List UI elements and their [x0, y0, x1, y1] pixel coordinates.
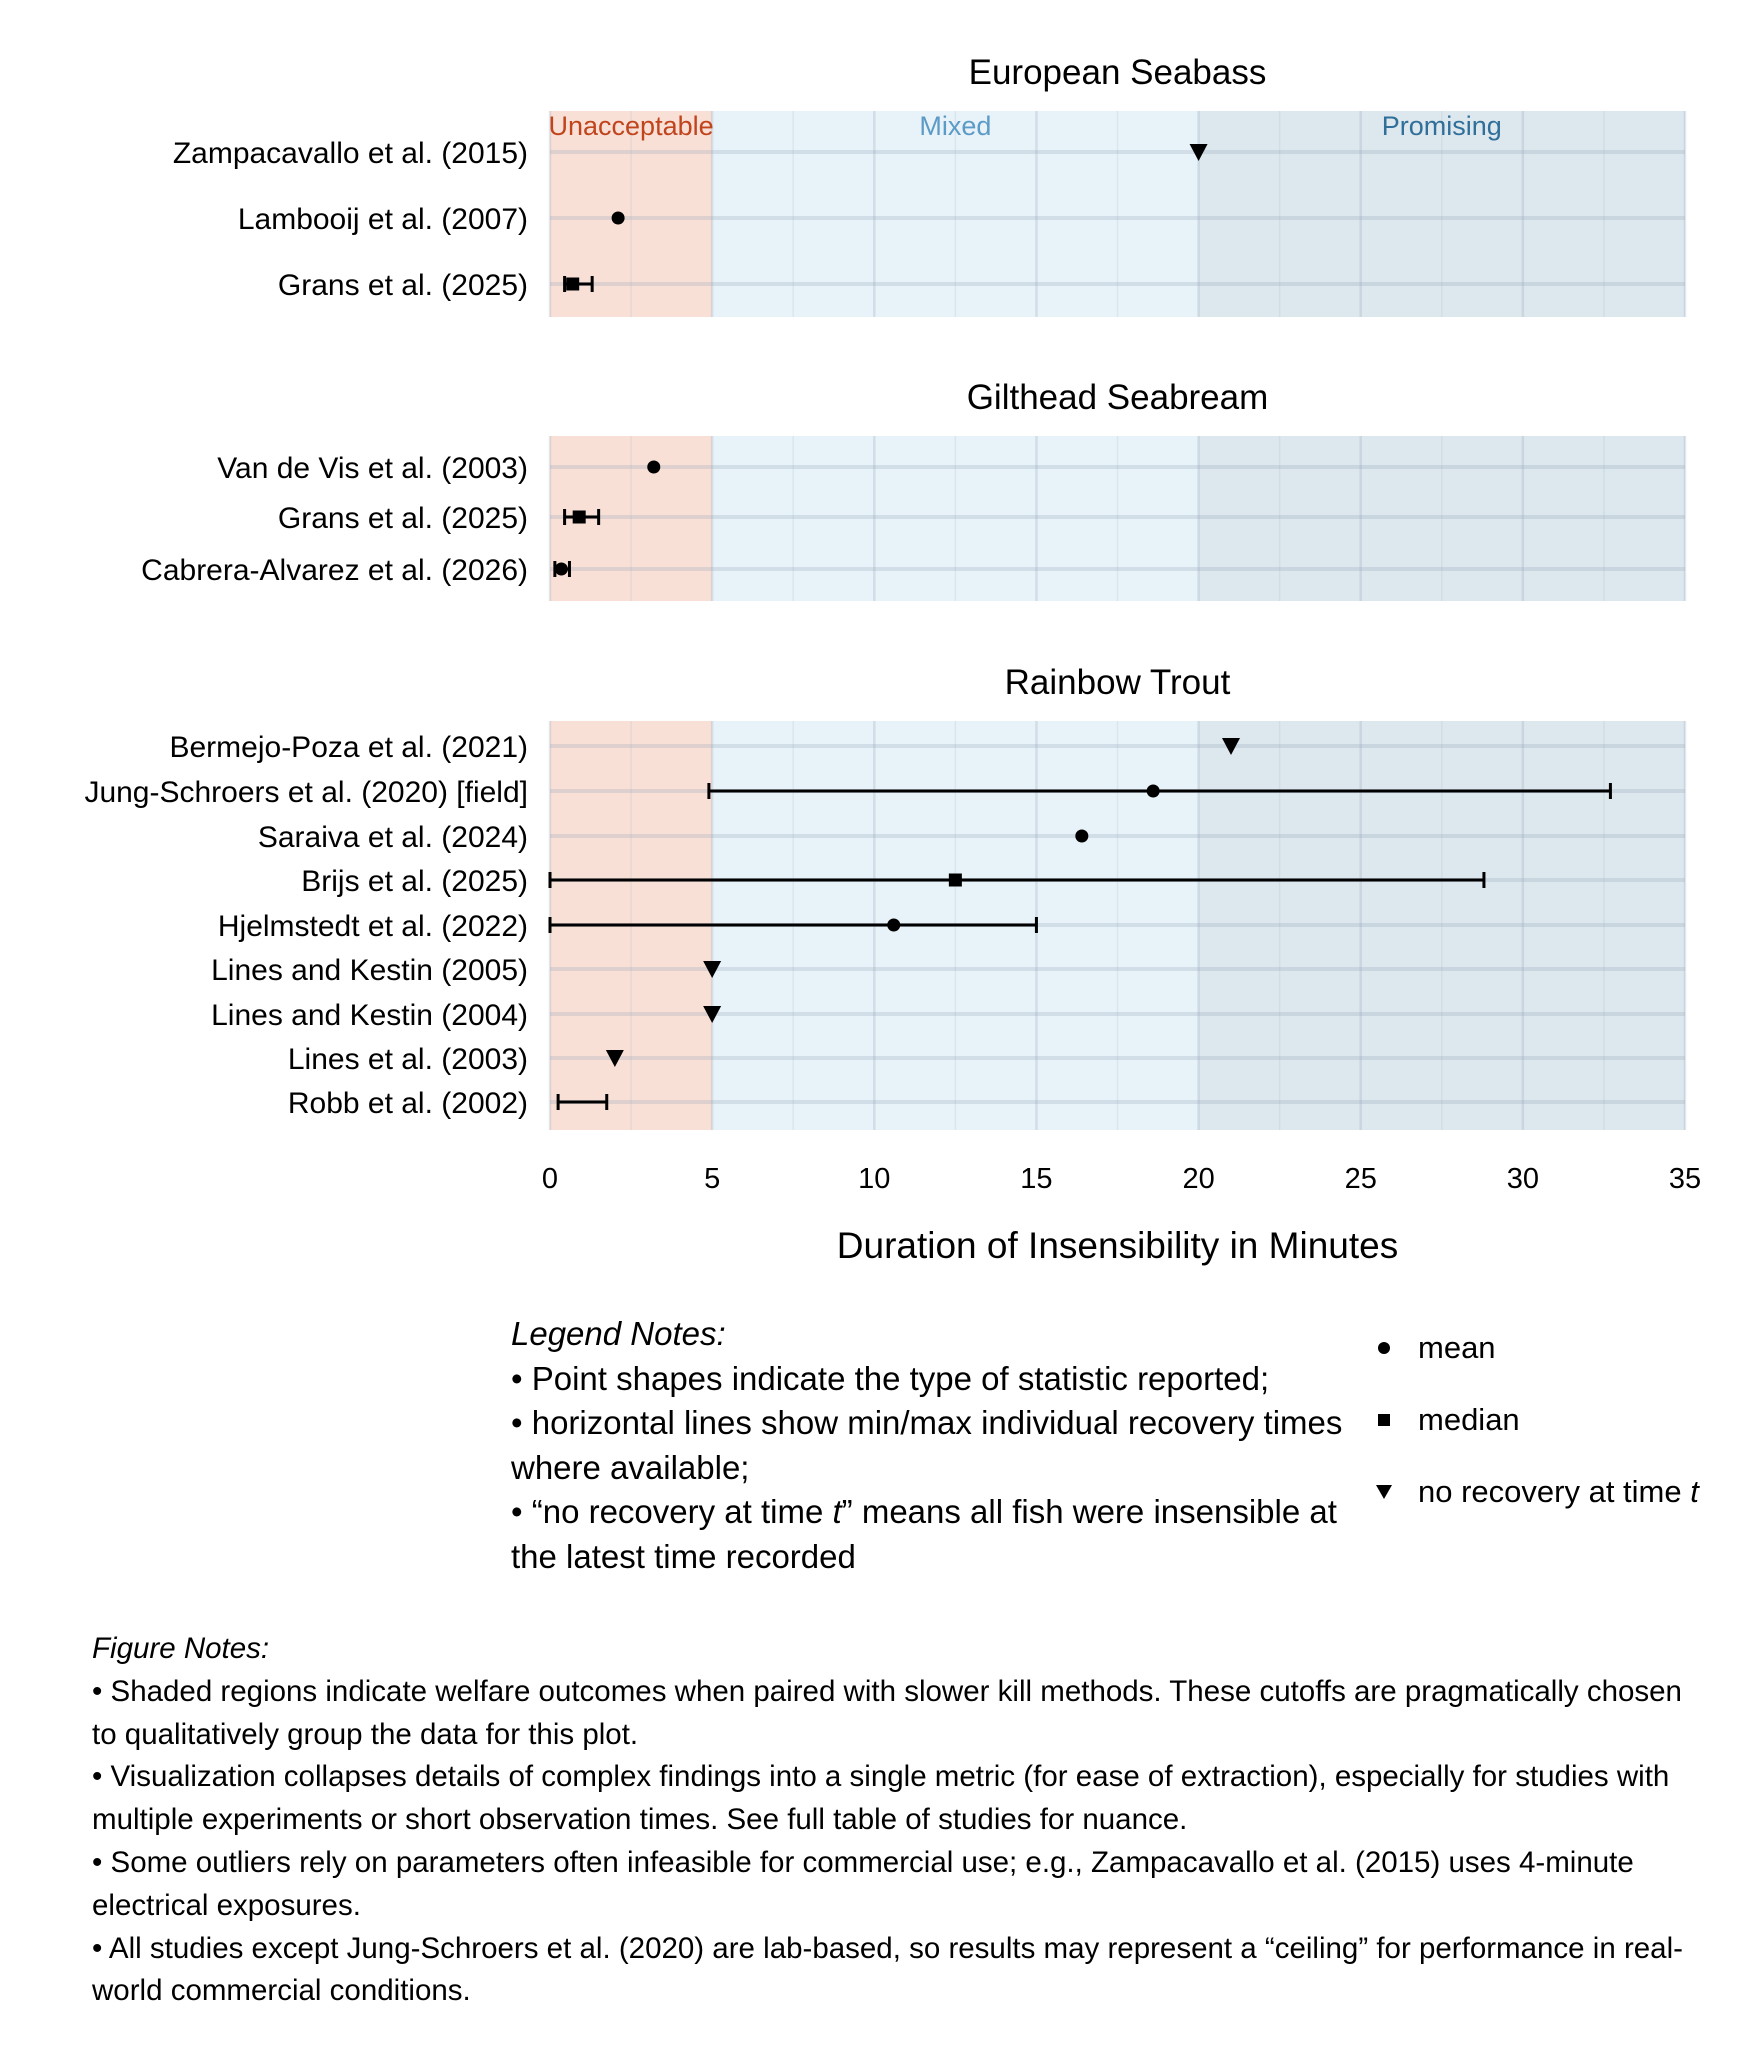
panel-title: European Seabass: [969, 53, 1267, 92]
region-mixed: [712, 111, 1199, 317]
study-label: Van de Vis et al. (2003): [217, 452, 528, 485]
panel-european-seabass: Unacceptable Mixed Promising European Seaba…: [173, 53, 1687, 317]
no-recovery-point: [1222, 738, 1240, 755]
region-promising: [1198, 721, 1685, 1130]
figure-note: • Shaded regions indicate welfare outcom…: [92, 1674, 1682, 1751]
figure-notes-heading: Figure Notes:: [92, 1632, 270, 1665]
x-tick-label: 25: [1345, 1163, 1377, 1195]
study-label: Bermejo-Poza et al. (2021): [169, 731, 528, 764]
region-mixed: [712, 436, 1199, 601]
study-label: Zampacavallo et al. (2015): [173, 137, 528, 170]
figure-note: • All studies except Jung-Schroers et al…: [92, 1931, 1683, 2008]
mean-point: [611, 211, 625, 225]
study-label: Saraiva et al. (2024): [258, 821, 528, 854]
figure-notes: Figure Notes: • Shaded regions indicate …: [92, 1628, 1712, 2013]
panel-title: Rainbow Trout: [1005, 663, 1231, 702]
mean-point: [554, 562, 568, 576]
legend-item-no-recovery: no recovery at time t: [1372, 1474, 1699, 1510]
mean-point: [647, 460, 661, 474]
legend-note: • “no recovery at time t” means all fish…: [511, 1493, 1337, 1575]
legend-note: • Point shapes indicate the type of stat…: [511, 1359, 1270, 1397]
legend-note: • horizontal lines show min/max individu…: [511, 1404, 1343, 1486]
legend-item-median: median: [1372, 1402, 1520, 1438]
x-tick-label: 20: [1182, 1163, 1214, 1195]
legend-notes-heading: Legend Notes:: [511, 1315, 726, 1352]
region-label: Promising: [1382, 111, 1502, 141]
median-point: [566, 277, 580, 291]
study-label: Lines and Kestin (2004): [211, 999, 528, 1032]
legend-item-mean: mean: [1372, 1330, 1496, 1366]
region-promising: [1198, 436, 1685, 601]
study-label: Hjelmstedt et al. (2022): [218, 910, 528, 943]
region-label: Unacceptable: [549, 111, 714, 141]
triangle-down-icon: [1372, 1485, 1396, 1499]
panel-title: Gilthead Seabream: [967, 378, 1269, 417]
x-tick-label: 30: [1507, 1163, 1539, 1195]
mean-point: [1146, 784, 1160, 798]
square-icon: [1372, 1414, 1396, 1426]
no-recovery-point: [703, 1006, 722, 1023]
median-point: [948, 873, 962, 887]
region-label: Mixed: [919, 111, 991, 141]
x-axis-title: Duration of Insensibility in Minutes: [837, 1225, 1398, 1266]
median-point: [572, 510, 586, 524]
study-label: Grans et al. (2025): [278, 269, 528, 302]
study-label: Lambooij et al. (2007): [238, 203, 528, 236]
chart: Unacceptable Mixed Promising European Seaba…: [84, 53, 1701, 1266]
figure-note: • Some outliers rely on parameters often…: [92, 1845, 1634, 1922]
panel-rainbow-trout: Rainbow Trout Bermejo-Poza et al. (2021) J…: [84, 663, 1687, 1130]
study-label: Brijs et al. (2025): [301, 865, 528, 898]
circle-icon: [1372, 1341, 1396, 1355]
region-promising: [1198, 111, 1685, 317]
study-label: Robb et al. (2002): [288, 1087, 528, 1120]
legend-notes: Legend Notes: • Point shapes indicate th…: [511, 1312, 1361, 1579]
legend-label: median: [1418, 1402, 1520, 1437]
x-tick-label: 10: [858, 1163, 890, 1195]
figure-note: • Visualization collapses details of com…: [92, 1760, 1670, 1837]
no-recovery-point: [605, 1050, 624, 1067]
x-tick-label: 5: [704, 1163, 720, 1195]
x-tick-label: 15: [1020, 1163, 1052, 1195]
no-recovery-point: [703, 961, 722, 978]
study-label: Grans et al. (2025): [278, 502, 528, 535]
x-tick-label: 0: [542, 1163, 558, 1195]
study-label: Lines and Kestin (2005): [211, 954, 528, 987]
mean-point: [887, 918, 901, 932]
mean-point: [1075, 829, 1089, 843]
study-label: Cabrera-Alvarez et al. (2026): [141, 554, 528, 587]
x-tick-label: 35: [1669, 1163, 1701, 1195]
legend-label: no recovery at time t: [1418, 1474, 1699, 1509]
panel-gilthead-seabream: Gilthead Seabream Van de Vis et al. (2003…: [141, 378, 1687, 601]
no-recovery-point: [1189, 144, 1208, 161]
study-label: Jung-Schroers et al. (2020) [field]: [84, 776, 528, 809]
study-label: Lines et al. (2003): [288, 1043, 528, 1076]
legend-label: mean: [1418, 1330, 1496, 1365]
